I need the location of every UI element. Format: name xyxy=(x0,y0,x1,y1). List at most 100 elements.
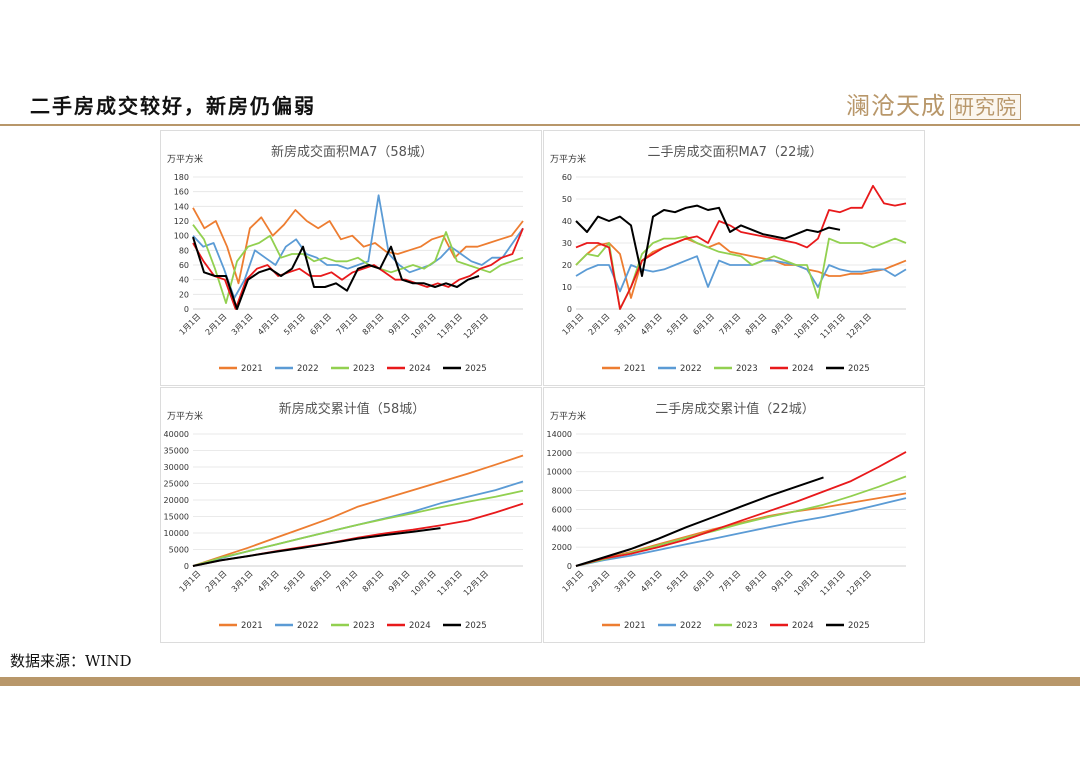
legend-label-2025: 2025 xyxy=(848,621,870,631)
x-tick-label: 9月1日 xyxy=(770,569,795,594)
legend-label-2024: 2024 xyxy=(409,364,431,374)
x-tick-label: 11月1日 xyxy=(819,569,847,597)
series-line-2025 xyxy=(575,204,841,277)
x-tick-label: 9月1日 xyxy=(387,569,412,594)
y-tick-label: 10000 xyxy=(547,468,572,477)
legend-label-2023: 2023 xyxy=(353,621,375,631)
y-axis-unit-label: 万平方米 xyxy=(167,410,203,422)
brand-logo: 澜沧天成 研究院 xyxy=(846,86,1021,121)
x-tick-label: 3月1日 xyxy=(230,312,255,337)
legend-label-2021: 2021 xyxy=(241,621,263,631)
y-tick-label: 20 xyxy=(179,290,189,299)
x-tick-label: 5月1日 xyxy=(282,312,307,337)
y-tick-label: 140 xyxy=(174,202,189,211)
series-line-2021 xyxy=(575,237,907,299)
x-tick-label: 11月1日 xyxy=(436,569,464,597)
legend-label-2022: 2022 xyxy=(297,621,319,631)
chart-title: 新房成交累计值（58城） xyxy=(279,401,426,417)
y-tick-label: 100 xyxy=(174,232,189,241)
legend-label-2025: 2025 xyxy=(465,621,487,631)
y-tick-label: 12000 xyxy=(547,449,572,458)
y-tick-label: 80 xyxy=(179,246,189,255)
legend-label-2025: 2025 xyxy=(848,364,870,374)
x-tick-label: 8月1日 xyxy=(361,312,386,337)
y-tick-label: 35000 xyxy=(164,447,189,456)
x-tick-label: 9月1日 xyxy=(387,312,412,337)
y-tick-label: 120 xyxy=(174,217,189,226)
y-tick-label: 15000 xyxy=(164,513,189,522)
x-tick-label: 12月1日 xyxy=(462,312,490,340)
y-tick-label: 40 xyxy=(562,217,572,226)
x-tick-label: 4月1日 xyxy=(639,312,664,337)
y-tick-label: 4000 xyxy=(552,524,572,533)
x-tick-label: 2月1日 xyxy=(587,569,612,594)
x-tick-label: 10月1日 xyxy=(792,569,820,597)
y-axis-unit-label: 万平方米 xyxy=(167,153,203,165)
x-tick-label: 7月1日 xyxy=(718,569,743,594)
legend-label-2024: 2024 xyxy=(409,621,431,631)
y-tick-label: 0 xyxy=(567,305,572,314)
x-tick-label: 4月1日 xyxy=(639,569,664,594)
x-tick-label: 4月1日 xyxy=(256,312,281,337)
series-line-2021 xyxy=(192,207,524,285)
legend-label-2021: 2021 xyxy=(241,364,263,374)
chart-new-cumulative: 新房成交累计值（58城） 万平方米 0 5000 10000 15000 20000 2500… xyxy=(164,401,524,631)
y-tick-label: 6000 xyxy=(552,505,572,514)
x-tick-label: 8月1日 xyxy=(361,569,386,594)
chart-panel-new-ma7: 新房成交面积MA7（58城） 万平方米 0 20 40 60 80 100 120 140 160 1… xyxy=(160,130,542,386)
y-tick-label: 0 xyxy=(567,562,572,571)
chart-title: 新房成交面积MA7（58城） xyxy=(271,144,433,160)
y-tick-label: 8000 xyxy=(552,487,572,496)
legend-label-2023: 2023 xyxy=(736,364,758,374)
y-tick-label: 50 xyxy=(562,195,572,204)
y-axis-unit-label: 万平方米 xyxy=(550,153,586,165)
x-tick-label: 6月1日 xyxy=(691,312,716,337)
x-tick-label: 1月1日 xyxy=(561,312,586,337)
x-tick-label: 3月1日 xyxy=(230,569,255,594)
series-line-2023 xyxy=(192,489,524,567)
series-line-2022 xyxy=(575,497,907,567)
y-tick-label: 25000 xyxy=(164,480,189,489)
header-divider xyxy=(0,124,1080,126)
series-line-2023 xyxy=(192,224,524,305)
y-tick-label: 40 xyxy=(179,276,189,285)
chart-new-ma7: 新房成交面积MA7（58城） 万平方米 0 20 40 60 80 100 120 140 160 1… xyxy=(167,144,524,374)
x-tick-label: 3月1日 xyxy=(613,569,638,594)
x-tick-label: 1月1日 xyxy=(178,569,203,594)
y-tick-label: 20 xyxy=(562,261,572,270)
legend-label-2023: 2023 xyxy=(353,364,375,374)
chart-panel-second-cumulative: 二手房成交累计值（22城） 万平方米 0 2000 4000 6000 8000 10000 1… xyxy=(543,387,925,643)
series-line-2021 xyxy=(192,454,524,567)
series-line-2022 xyxy=(192,194,524,299)
x-tick-label: 7月1日 xyxy=(335,569,360,594)
y-tick-label: 30 xyxy=(562,239,572,248)
series-line-2025 xyxy=(192,236,480,310)
x-tick-label: 10月1日 xyxy=(409,312,437,340)
chart-title: 二手房成交累计值（22城） xyxy=(655,401,815,417)
page-title: 二手房成交较好，新房仍偏弱 xyxy=(30,94,316,118)
chart-second-ma7: 二手房成交面积MA7（22城） 万平方米 0 10 20 30 40 50 60 1月1日 2月1日… xyxy=(550,144,907,374)
y-tick-label: 40000 xyxy=(164,430,189,439)
y-tick-label: 0 xyxy=(184,562,189,571)
y-tick-label: 5000 xyxy=(169,546,189,555)
logo-main-text: 澜沧天成 xyxy=(846,92,946,120)
x-tick-label: 10月1日 xyxy=(409,569,437,597)
y-tick-label: 10 xyxy=(562,283,572,292)
y-tick-label: 2000 xyxy=(552,543,572,552)
legend-label-2025: 2025 xyxy=(465,364,487,374)
chart-grid: 新房成交面积MA7（58城） 万平方米 0 20 40 60 80 100 120 140 160 1… xyxy=(160,130,926,643)
y-axis-unit-label: 万平方米 xyxy=(550,410,586,422)
x-tick-label: 2月1日 xyxy=(204,569,229,594)
x-tick-label: 2月1日 xyxy=(204,312,229,337)
y-tick-label: 180 xyxy=(174,173,189,182)
x-tick-label: 7月1日 xyxy=(335,312,360,337)
y-tick-label: 60 xyxy=(562,173,572,182)
logo-box-text: 研究院 xyxy=(950,94,1021,120)
x-tick-label: 9月1日 xyxy=(770,312,795,337)
x-tick-label: 3月1日 xyxy=(613,312,638,337)
legend-label-2024: 2024 xyxy=(792,621,814,631)
y-tick-label: 14000 xyxy=(547,430,572,439)
y-tick-label: 0 xyxy=(184,305,189,314)
x-tick-label: 12月1日 xyxy=(845,312,873,340)
x-tick-label: 11月1日 xyxy=(436,312,464,340)
